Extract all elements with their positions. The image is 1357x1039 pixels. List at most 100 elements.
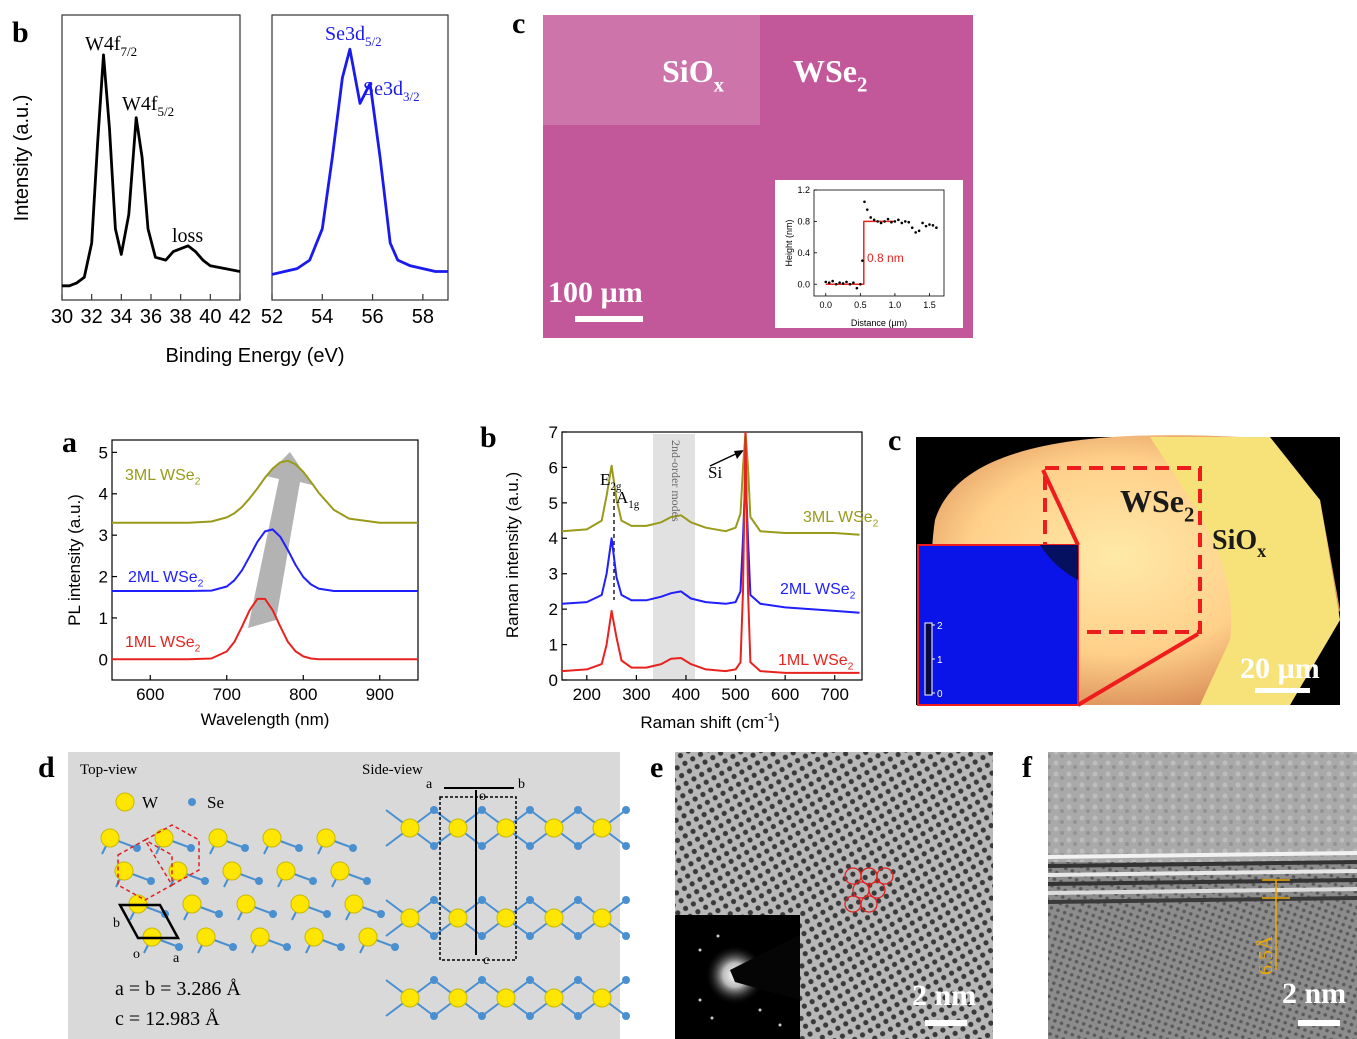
data-point bbox=[863, 200, 866, 203]
text-part: 2 bbox=[850, 591, 856, 602]
scale-bar-label: 100 µm bbox=[548, 276, 643, 309]
data-point bbox=[824, 281, 827, 284]
label: Side-view bbox=[362, 762, 423, 778]
w-atom bbox=[317, 829, 335, 847]
y-tick-label: 1.2 bbox=[797, 185, 810, 195]
x-tick-label: 200 bbox=[573, 685, 601, 704]
colorbar-tick-label: 1 bbox=[937, 655, 943, 666]
lattice-label: o bbox=[133, 947, 140, 962]
text-part: 2 bbox=[195, 644, 201, 655]
scale-bar-label: 2 nm bbox=[912, 979, 976, 1012]
text-part: 5/2 bbox=[158, 104, 175, 119]
data-point bbox=[861, 259, 864, 262]
data-point bbox=[859, 283, 862, 286]
text-part: 2ML WSe bbox=[128, 569, 198, 586]
x-tick-label: 40 bbox=[199, 306, 221, 328]
w-atom bbox=[305, 928, 323, 946]
data-point bbox=[894, 220, 897, 223]
x-tick-label: 600 bbox=[771, 685, 799, 704]
se-atom bbox=[337, 943, 345, 951]
text-part: ) bbox=[774, 713, 780, 732]
label: W bbox=[142, 793, 159, 812]
lattice-label: a bbox=[426, 777, 433, 792]
data-point bbox=[921, 222, 924, 225]
scale-bar-label: 2 nm bbox=[1282, 977, 1346, 1010]
annotation: W4f7/2 bbox=[85, 33, 137, 59]
se-atom bbox=[323, 910, 331, 918]
x-tick-label: 400 bbox=[672, 685, 700, 704]
x-tick-label: 54 bbox=[311, 306, 333, 328]
y-tick-label: 1 bbox=[99, 609, 108, 628]
w-atom bbox=[291, 895, 309, 913]
text-part: Se3d bbox=[325, 23, 365, 45]
text-part: 1g bbox=[628, 499, 640, 511]
x-tick-label: 38 bbox=[170, 306, 192, 328]
w-atom bbox=[237, 895, 255, 913]
data-point bbox=[887, 218, 890, 221]
annotation: loss bbox=[172, 225, 203, 247]
lattice-label: c bbox=[483, 953, 489, 968]
se-atom bbox=[622, 806, 630, 814]
y-tick-label: 0.4 bbox=[797, 248, 810, 258]
data-point bbox=[880, 222, 883, 225]
data-point bbox=[935, 226, 938, 229]
y-tick-label: 4 bbox=[99, 485, 108, 504]
label: Top-view bbox=[80, 762, 137, 778]
y-tick-label: 0 bbox=[99, 650, 108, 669]
w-atom bbox=[331, 862, 349, 880]
text-part: x bbox=[1257, 541, 1266, 561]
x-tick-label: 1.5 bbox=[923, 300, 936, 310]
x-tick-label: 700 bbox=[213, 685, 241, 704]
w-atom bbox=[345, 895, 363, 913]
se-atom bbox=[175, 943, 183, 951]
se-atom bbox=[201, 877, 209, 885]
x-tick-label: 500 bbox=[721, 685, 749, 704]
se-atom bbox=[229, 943, 237, 951]
w-atom bbox=[545, 989, 563, 1007]
text-part: 2 bbox=[195, 477, 201, 488]
se-atom bbox=[622, 1012, 630, 1020]
annotation: A1g bbox=[616, 488, 640, 511]
x-tick-label: 1.0 bbox=[889, 300, 902, 310]
y-axis-label: Intensity (a.u.) bbox=[11, 95, 33, 222]
lattice-label: o bbox=[479, 789, 486, 804]
x-tick-label: 600 bbox=[136, 685, 164, 704]
se-atom bbox=[622, 976, 630, 984]
x-axis-label: Raman shift (cm-1) bbox=[640, 711, 779, 732]
y-tick-label: 0 bbox=[549, 671, 558, 690]
w-atom bbox=[497, 909, 515, 927]
data-point bbox=[914, 231, 917, 234]
w-atom bbox=[401, 989, 419, 1007]
y-tick-label: 4 bbox=[549, 529, 558, 548]
w-atom bbox=[263, 829, 281, 847]
x-tick-label: 32 bbox=[81, 306, 103, 328]
data-line bbox=[272, 49, 448, 274]
series-label: 2ML WSe2 bbox=[780, 581, 856, 602]
text-part: WSe bbox=[1120, 483, 1184, 519]
series-label: 3ML WSe2 bbox=[803, 509, 879, 530]
text-part: W4f bbox=[85, 33, 121, 55]
figure: 30323436384042Binding Energy (eV)Intensi… bbox=[0, 0, 1357, 1039]
text-part: 7/2 bbox=[121, 44, 138, 59]
se-atom bbox=[147, 877, 155, 885]
w-atom bbox=[401, 819, 419, 837]
x-tick-label: 58 bbox=[412, 306, 434, 328]
data-point bbox=[890, 221, 893, 224]
se-atom bbox=[377, 910, 385, 918]
se-atom bbox=[215, 910, 223, 918]
data-point bbox=[928, 223, 931, 226]
y-tick-label: 6 bbox=[549, 458, 558, 477]
text-part: 2 bbox=[848, 662, 854, 673]
se-atom bbox=[622, 896, 630, 904]
data-point bbox=[873, 219, 876, 222]
x-tick-label: 56 bbox=[361, 306, 383, 328]
se-atom bbox=[187, 844, 195, 852]
data-point bbox=[932, 224, 935, 227]
text-part: 3ML WSe bbox=[803, 509, 873, 526]
w-atom bbox=[497, 989, 515, 1007]
y-tick-label: 7 bbox=[549, 423, 558, 442]
x-tick-label: 36 bbox=[140, 306, 162, 328]
data-line bbox=[62, 55, 240, 286]
w-atom bbox=[401, 909, 419, 927]
panel-letter: e bbox=[650, 751, 663, 784]
